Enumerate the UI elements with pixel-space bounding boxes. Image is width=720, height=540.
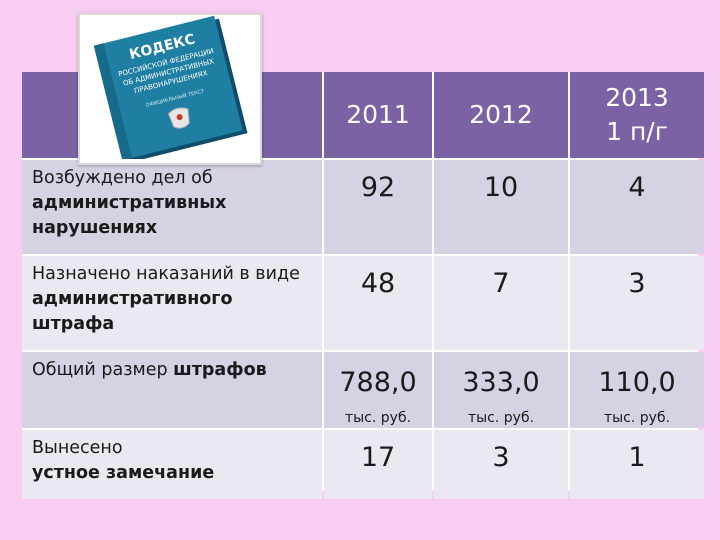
cell-fines-total-2012-value: 333,0 — [462, 366, 540, 398]
coat-of-arms-icon — [167, 107, 190, 129]
row-label-fines-assigned-bold: административного штрафа — [32, 289, 233, 334]
row-label-cases-text: Возбуждено дел об — [32, 168, 213, 188]
cell-fines-total-2013-value: 110,0 — [598, 366, 676, 398]
code-book-image: КОДЕКС РОССИЙСКОЙ ФЕДЕРАЦИИ ОБ АДМИНИСТР… — [78, 13, 262, 165]
row-label-cases-bold: административных нарушениях — [32, 193, 227, 238]
cell-cases-2012: 10 — [434, 160, 568, 254]
cell-fines-total-2013: 110,0 тыс. руб. — [570, 352, 704, 428]
row-label-cases: Возбуждено дел об административных наруш… — [22, 160, 322, 254]
cell-cases-2011: 92 — [324, 160, 432, 254]
header-year-2013: 2013 1 п/г — [570, 72, 704, 158]
row-label-warning: Вынесено устное замечание — [22, 430, 322, 499]
cell-fines-total-2011: 788,0 тыс. руб. — [324, 352, 432, 428]
cell-warning-2012: 3 — [434, 430, 568, 499]
cell-fines-total-2012: 333,0 тыс. руб. — [434, 352, 568, 428]
cell-fines-total-2012-unit: тыс. руб. — [467, 409, 535, 426]
cell-fines-assigned-2012: 7 — [434, 256, 568, 350]
statistics-table: 2011 2012 2013 1 п/г Возбуждено дел об а… — [22, 72, 704, 499]
header-year-2013-line2: 1 п/г — [606, 117, 668, 146]
row-label-fines-total: Общий размер штрафов — [22, 352, 322, 428]
cell-fines-assigned-2011: 48 — [324, 256, 432, 350]
cell-cases-2013: 4 — [570, 160, 704, 254]
header-year-2012: 2012 — [434, 72, 568, 158]
cell-fines-assigned-2013: 3 — [570, 256, 704, 350]
cell-fines-total-2011-value: 788,0 — [339, 366, 417, 398]
row-label-fines-assigned-text: Назначено наказаний в виде — [32, 264, 300, 284]
row-label-warning-text: Вынесено — [32, 438, 123, 458]
header-year-2013-line1: 2013 — [605, 83, 669, 112]
book-cover-illustration: КОДЕКС РОССИЙСКОЙ ФЕДЕРАЦИИ ОБ АДМИНИСТР… — [80, 15, 256, 159]
cell-fines-total-2013-unit: тыс. руб. — [603, 409, 671, 426]
row-label-fines-total-text: Общий размер — [32, 360, 174, 380]
cell-warning-2013: 1 — [570, 430, 704, 499]
row-label-fines-total-bold: штрафов — [173, 360, 267, 380]
row-label-fines-assigned: Назначено наказаний в виде административ… — [22, 256, 322, 350]
cell-fines-total-2011-unit: тыс. руб. — [344, 409, 412, 426]
cell-warning-2011: 17 — [324, 430, 432, 499]
header-year-2011: 2011 — [324, 72, 432, 158]
row-label-warning-bold: устное замечание — [32, 463, 215, 483]
